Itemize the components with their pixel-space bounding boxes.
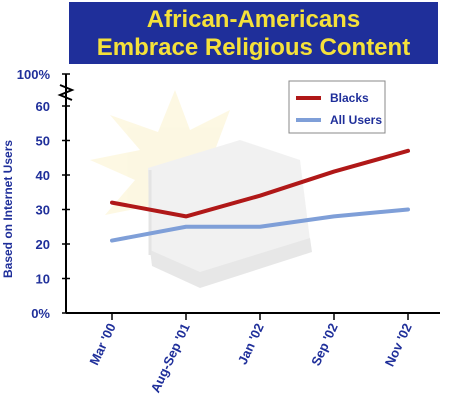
y-tick-label: 60 — [36, 99, 50, 114]
legend-box — [288, 80, 386, 134]
y-tick-label: 100% — [17, 67, 51, 82]
x-tick-label: Nov '02 — [382, 321, 415, 369]
x-tick-label: Aug-Sep '01 — [148, 321, 193, 395]
legend: Blacks All Users — [288, 80, 386, 134]
background-illustration — [90, 90, 312, 288]
axis-break-icon — [57, 84, 75, 101]
series-lines — [110, 148, 410, 243]
x-tick-label: Jan '02 — [235, 321, 267, 367]
chart-title-line-1: African-Americans — [146, 6, 361, 33]
y-tick-label: 40 — [36, 168, 50, 183]
chart-title: African-Americans Embrace Religious Cont… — [69, 2, 438, 64]
legend-label-all-users: All Users — [330, 113, 382, 127]
axes — [57, 74, 440, 314]
x-tick-label: Mar '00 — [86, 321, 118, 367]
x-tick-label: Sep '02 — [308, 321, 341, 368]
y-axis-ticks: 0% 10 20 30 40 50 60 100% — [17, 67, 70, 321]
legend-label-blacks: Blacks — [330, 91, 369, 105]
chart-title-line-2: Embrace Religious Content — [96, 34, 411, 61]
y-axis-label: Based on Internet Users — [1, 140, 15, 278]
y-tick-label: 20 — [36, 237, 50, 252]
y-tick-label: 0% — [31, 306, 50, 321]
y-tick-label: 30 — [36, 203, 50, 218]
y-tick-label: 10 — [36, 272, 50, 287]
x-axis-ticks: Mar '00 Aug-Sep '01 Jan '02 Sep '02 Nov '02 — [86, 313, 415, 395]
y-tick-label: 50 — [36, 134, 50, 149]
